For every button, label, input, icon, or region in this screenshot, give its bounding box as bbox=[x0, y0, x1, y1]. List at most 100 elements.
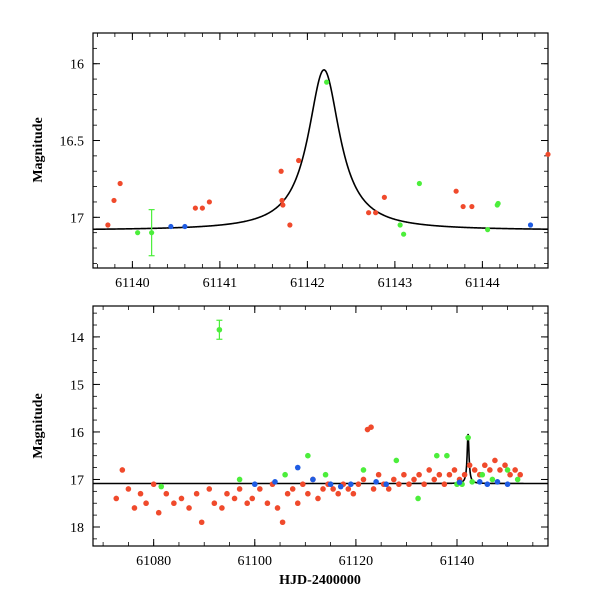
bottom-green-point bbox=[158, 483, 165, 490]
bottom-blue-point bbox=[373, 479, 379, 485]
bottom-red-point bbox=[446, 471, 453, 478]
top-red-point bbox=[460, 203, 466, 210]
bottom-x-axis-label: HJD-2400000 bbox=[279, 573, 361, 588]
bottom-red-point bbox=[178, 495, 185, 502]
top-x-tick-label: 61143 bbox=[378, 276, 412, 291]
bottom-red-point bbox=[416, 471, 422, 478]
bottom-blue-point bbox=[348, 481, 354, 488]
bottom-red-point bbox=[224, 490, 230, 497]
bottom-red-point bbox=[236, 486, 243, 492]
bottom-green-point bbox=[514, 476, 521, 483]
bottom-y-tick-label: 17 bbox=[70, 473, 84, 488]
bottom-red-point bbox=[186, 505, 192, 511]
top-blue-point bbox=[168, 223, 174, 230]
top-blue-point bbox=[527, 222, 534, 228]
bottom-blue-point bbox=[494, 479, 501, 485]
top-red-point bbox=[373, 210, 379, 216]
top-red-point bbox=[381, 194, 387, 200]
bottom-red-point bbox=[512, 467, 518, 473]
bottom-green-point bbox=[360, 467, 367, 473]
top-red-point bbox=[206, 199, 212, 205]
bottom-red-point bbox=[451, 467, 458, 473]
bottom-red-point bbox=[206, 486, 213, 492]
top-plot-frame bbox=[92, 32, 549, 269]
bottom-red-point bbox=[368, 424, 374, 430]
bottom-blue-point bbox=[310, 476, 316, 483]
bottom-red-point bbox=[155, 509, 162, 516]
bottom-red-point bbox=[193, 490, 200, 497]
bottom-red-point bbox=[411, 476, 417, 483]
bottom-red-point bbox=[264, 500, 271, 507]
bottom-red-point bbox=[375, 471, 382, 478]
bottom-green-point bbox=[489, 476, 496, 483]
bottom-red-point bbox=[431, 476, 438, 483]
top-green-point bbox=[149, 230, 155, 236]
bottom-blue-point bbox=[294, 464, 301, 471]
bottom-red-point bbox=[345, 486, 352, 492]
bottom-red-point bbox=[289, 486, 296, 492]
top-model-curve bbox=[93, 69, 548, 231]
bottom-red-point bbox=[113, 495, 120, 502]
bottom-red-point bbox=[482, 462, 488, 469]
bottom-red-point bbox=[335, 490, 341, 497]
bottom-red-point bbox=[426, 467, 432, 473]
bottom-red-point bbox=[171, 500, 177, 507]
bottom-red-point bbox=[119, 467, 126, 473]
bottom-red-point bbox=[294, 500, 301, 507]
bottom-red-point bbox=[492, 457, 498, 464]
bottom-green-point bbox=[465, 434, 471, 441]
bottom-red-point bbox=[396, 481, 402, 488]
bottom-red-point bbox=[360, 476, 367, 483]
top-red-point bbox=[453, 188, 459, 194]
top-red-point bbox=[545, 151, 551, 157]
bottom-red-point bbox=[143, 500, 149, 507]
bottom-green-point bbox=[322, 471, 329, 478]
bottom-y-tick-label: 18 bbox=[70, 521, 84, 536]
bottom-red-point bbox=[125, 486, 132, 492]
bottom-green-point bbox=[504, 467, 511, 473]
bottom-x-tick-label: 61080 bbox=[136, 554, 171, 569]
bottom-blue-point bbox=[476, 479, 483, 485]
bottom-green-point bbox=[479, 471, 486, 478]
bottom-y-tick-label: 14 bbox=[70, 331, 84, 346]
bottom-red-point bbox=[219, 505, 225, 511]
bottom-green-point bbox=[236, 476, 243, 483]
bottom-red-point bbox=[211, 500, 218, 507]
bottom-blue-point bbox=[272, 479, 278, 485]
bottom-red-point bbox=[401, 471, 407, 478]
top-y-tick-label: 16.5 bbox=[60, 135, 85, 150]
bottom-red-point bbox=[257, 486, 263, 492]
top-red-point bbox=[105, 222, 111, 228]
bottom-red-point bbox=[385, 486, 392, 492]
bottom-green-point bbox=[469, 479, 475, 485]
bottom-blue-point bbox=[337, 483, 344, 490]
bottom-green-point bbox=[282, 471, 288, 478]
bottom-blue-point bbox=[327, 481, 334, 488]
bottom-x-tick-label: 61100 bbox=[238, 554, 272, 569]
bottom-red-point bbox=[231, 495, 238, 502]
bottom-red-point bbox=[198, 519, 205, 526]
bottom-x-tick-label: 61140 bbox=[440, 554, 474, 569]
top-panel: 61140 61141 61142 61143 61144 16 16.5 17 Magnit… bbox=[31, 32, 551, 291]
top-red-point bbox=[199, 205, 205, 211]
bottom-red-point bbox=[305, 490, 311, 497]
top-red-point bbox=[111, 197, 117, 204]
bottom-green-point bbox=[393, 457, 400, 464]
top-red-point bbox=[296, 157, 302, 164]
top-red-point bbox=[469, 203, 475, 210]
bottom-plot-frame bbox=[92, 305, 549, 547]
bottom-red-point bbox=[284, 490, 291, 497]
bottom-y-tick-label: 15 bbox=[70, 378, 84, 393]
bottom-red-point bbox=[150, 481, 157, 488]
bottom-green-point bbox=[305, 452, 311, 459]
bottom-red-point bbox=[466, 462, 473, 469]
bottom-red-point bbox=[244, 500, 250, 507]
top-x-tick-label: 61144 bbox=[465, 276, 499, 291]
bottom-blue-point bbox=[251, 481, 258, 488]
top-green-point bbox=[401, 231, 407, 237]
top-y-axis-label: Magnitude bbox=[31, 117, 46, 182]
bottom-blue-point bbox=[504, 481, 511, 488]
bottom-blue-point bbox=[456, 479, 463, 486]
top-green-point bbox=[135, 230, 141, 236]
